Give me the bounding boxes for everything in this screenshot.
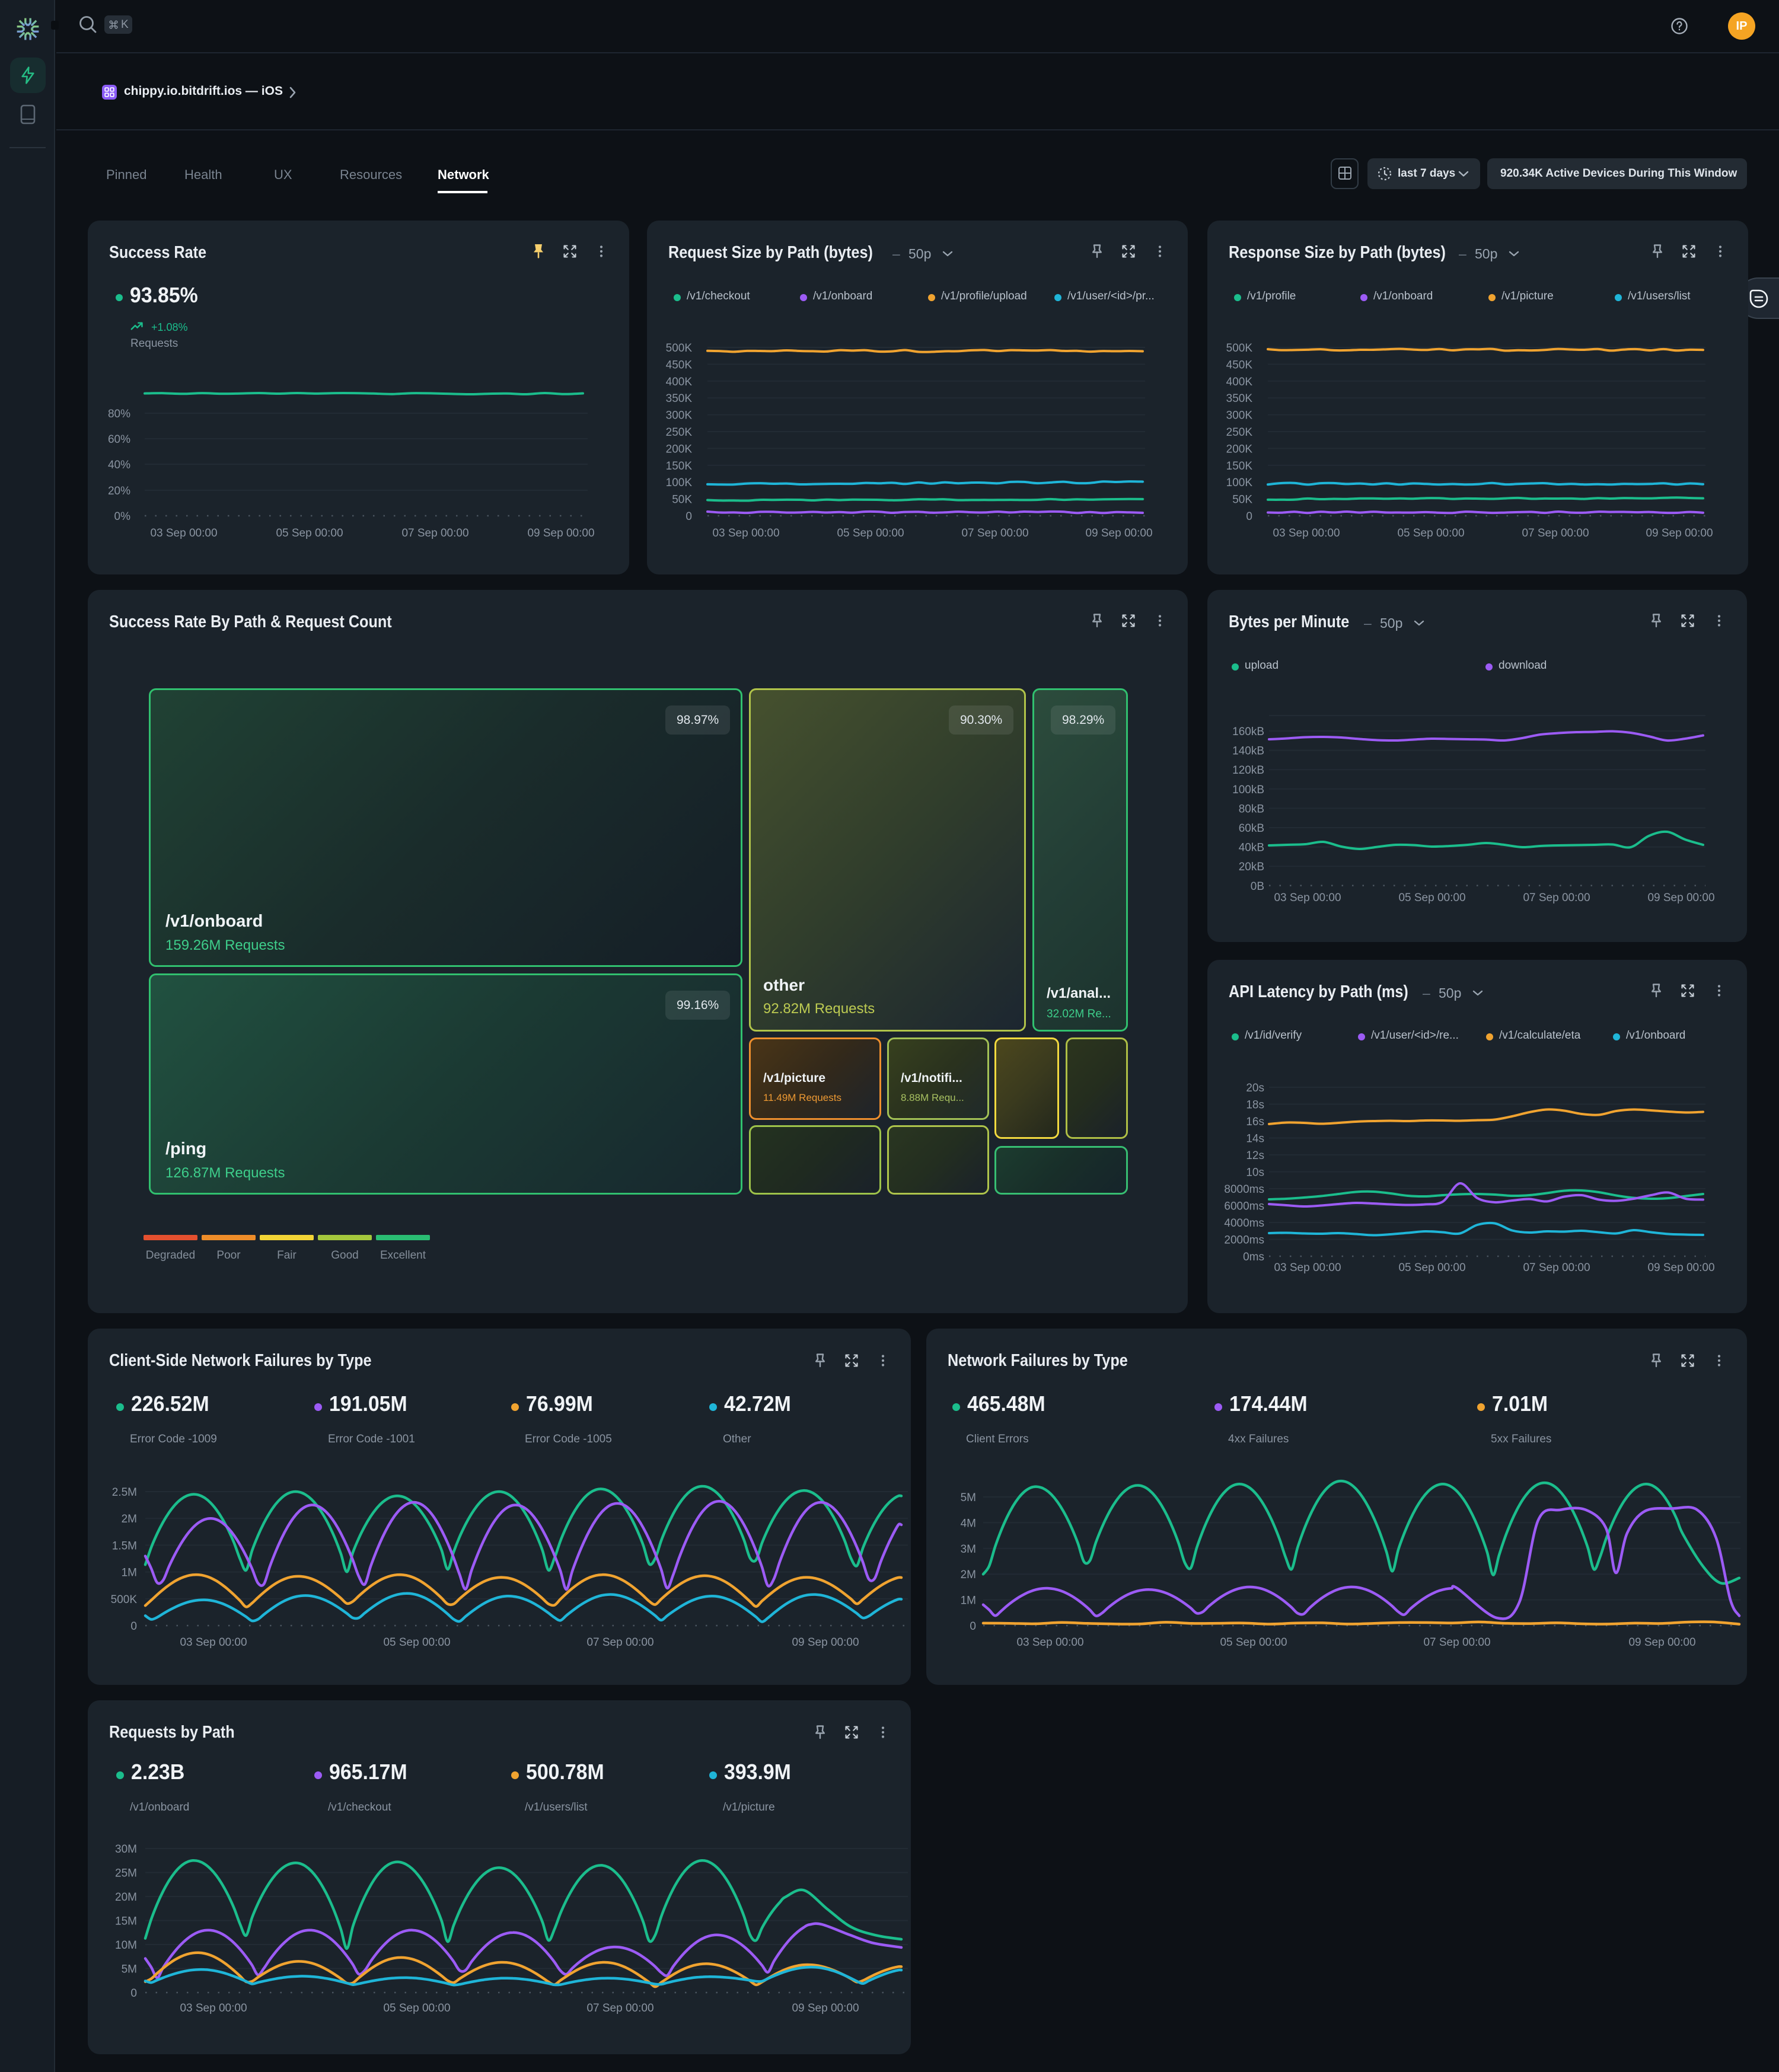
svg-text:20kB: 20kB [1239, 861, 1264, 873]
svg-text:03 Sep 00:00: 03 Sep 00:00 [180, 1636, 247, 1649]
svg-text:0: 0 [1246, 510, 1252, 523]
svg-text:350K: 350K [666, 392, 693, 405]
svg-text:0: 0 [130, 1987, 137, 2000]
svg-text:150K: 150K [1226, 460, 1253, 472]
svg-text:200K: 200K [1226, 443, 1253, 455]
svg-text:07 Sep 00:00: 07 Sep 00:00 [1523, 1262, 1590, 1274]
svg-text:6000ms: 6000ms [1224, 1201, 1264, 1213]
svg-text:100K: 100K [666, 477, 693, 489]
svg-text:400K: 400K [1226, 376, 1253, 388]
svg-text:4M: 4M [961, 1517, 976, 1530]
svg-text:07 Sep 00:00: 07 Sep 00:00 [586, 1636, 653, 1649]
svg-text:1M: 1M [961, 1595, 976, 1607]
svg-text:03 Sep 00:00: 03 Sep 00:00 [712, 527, 779, 539]
svg-text:07 Sep 00:00: 07 Sep 00:00 [1522, 527, 1589, 539]
svg-text:100kB: 100kB [1232, 784, 1264, 796]
svg-text:03 Sep 00:00: 03 Sep 00:00 [1273, 527, 1340, 539]
svg-text:2M: 2M [961, 1569, 976, 1581]
svg-text:500K: 500K [111, 1594, 138, 1606]
svg-text:09 Sep 00:00: 09 Sep 00:00 [1647, 1262, 1714, 1274]
svg-text:400K: 400K [666, 376, 693, 388]
svg-text:300K: 300K [1226, 410, 1253, 422]
svg-text:07 Sep 00:00: 07 Sep 00:00 [586, 2002, 653, 2014]
svg-text:09 Sep 00:00: 09 Sep 00:00 [527, 527, 594, 539]
svg-text:09 Sep 00:00: 09 Sep 00:00 [792, 2002, 859, 2014]
svg-text:07 Sep 00:00: 07 Sep 00:00 [1423, 1636, 1490, 1649]
svg-text:160kB: 160kB [1232, 726, 1264, 738]
svg-text:300K: 300K [666, 410, 693, 422]
svg-text:3M: 3M [961, 1543, 976, 1556]
svg-text:2M: 2M [122, 1513, 137, 1525]
svg-text:60%: 60% [108, 433, 130, 446]
svg-text:09 Sep 00:00: 09 Sep 00:00 [1085, 527, 1152, 539]
svg-text:07 Sep 00:00: 07 Sep 00:00 [1523, 892, 1590, 904]
svg-text:40%: 40% [108, 459, 130, 471]
svg-text:60kB: 60kB [1239, 822, 1264, 835]
svg-text:0: 0 [686, 510, 692, 523]
svg-text:100K: 100K [1226, 477, 1253, 489]
svg-text:200K: 200K [666, 443, 693, 455]
svg-text:150K: 150K [666, 460, 693, 472]
svg-text:05 Sep 00:00: 05 Sep 00:00 [1398, 1262, 1465, 1274]
svg-text:450K: 450K [666, 359, 693, 371]
svg-text:05 Sep 00:00: 05 Sep 00:00 [383, 2002, 450, 2014]
svg-text:500K: 500K [1226, 342, 1253, 355]
svg-text:50K: 50K [1232, 494, 1252, 506]
svg-text:450K: 450K [1226, 359, 1253, 371]
svg-text:20s: 20s [1246, 1082, 1264, 1094]
svg-text:500K: 500K [666, 342, 693, 355]
svg-text:80%: 80% [108, 408, 130, 420]
svg-text:03 Sep 00:00: 03 Sep 00:00 [1016, 1636, 1083, 1649]
svg-text:03 Sep 00:00: 03 Sep 00:00 [150, 527, 217, 539]
svg-text:140kB: 140kB [1232, 745, 1264, 758]
svg-text:20%: 20% [108, 485, 130, 497]
svg-text:30M: 30M [115, 1843, 137, 1856]
svg-text:0%: 0% [114, 510, 131, 523]
svg-text:0: 0 [970, 1620, 976, 1633]
svg-text:03 Sep 00:00: 03 Sep 00:00 [1274, 892, 1341, 904]
svg-text:05 Sep 00:00: 05 Sep 00:00 [1398, 892, 1465, 904]
svg-text:25M: 25M [115, 1867, 137, 1880]
svg-text:1M: 1M [122, 1567, 137, 1579]
svg-text:80kB: 80kB [1239, 803, 1264, 815]
svg-text:8000ms: 8000ms [1224, 1183, 1264, 1196]
svg-text:07 Sep 00:00: 07 Sep 00:00 [401, 527, 468, 539]
svg-text:40kB: 40kB [1239, 842, 1264, 854]
svg-text:10M: 10M [115, 1939, 137, 1952]
svg-text:15M: 15M [115, 1915, 137, 1928]
svg-text:5M: 5M [122, 1964, 137, 1976]
svg-text:10s: 10s [1246, 1167, 1264, 1179]
svg-text:07 Sep 00:00: 07 Sep 00:00 [961, 527, 1028, 539]
svg-text:09 Sep 00:00: 09 Sep 00:00 [1647, 892, 1714, 904]
svg-text:05 Sep 00:00: 05 Sep 00:00 [1220, 1636, 1287, 1649]
svg-text:03 Sep 00:00: 03 Sep 00:00 [180, 2002, 247, 2014]
svg-text:250K: 250K [666, 426, 693, 439]
svg-text:2000ms: 2000ms [1224, 1234, 1264, 1247]
svg-text:05 Sep 00:00: 05 Sep 00:00 [276, 527, 343, 539]
svg-text:05 Sep 00:00: 05 Sep 00:00 [1397, 527, 1464, 539]
svg-text:0ms: 0ms [1243, 1251, 1264, 1263]
svg-text:120kB: 120kB [1232, 764, 1264, 777]
svg-text:250K: 250K [1226, 426, 1253, 439]
svg-text:0: 0 [130, 1620, 137, 1633]
svg-text:20M: 20M [115, 1891, 137, 1904]
svg-text:05 Sep 00:00: 05 Sep 00:00 [837, 527, 904, 539]
svg-text:18s: 18s [1246, 1099, 1264, 1112]
svg-text:4000ms: 4000ms [1224, 1217, 1264, 1230]
svg-text:09 Sep 00:00: 09 Sep 00:00 [1646, 527, 1713, 539]
svg-text:350K: 350K [1226, 392, 1253, 405]
svg-text:1.5M: 1.5M [112, 1540, 137, 1552]
svg-text:05 Sep 00:00: 05 Sep 00:00 [383, 1636, 450, 1649]
svg-text:14s: 14s [1246, 1133, 1264, 1145]
svg-text:0B: 0B [1251, 880, 1264, 893]
svg-text:5M: 5M [961, 1492, 976, 1504]
svg-text:12s: 12s [1246, 1150, 1264, 1162]
svg-text:09 Sep 00:00: 09 Sep 00:00 [792, 1636, 859, 1649]
svg-text:2.5M: 2.5M [112, 1486, 137, 1499]
svg-text:03 Sep 00:00: 03 Sep 00:00 [1274, 1262, 1341, 1274]
svg-text:09 Sep 00:00: 09 Sep 00:00 [1628, 1636, 1695, 1649]
svg-text:16s: 16s [1246, 1116, 1264, 1128]
svg-text:50K: 50K [672, 494, 692, 506]
